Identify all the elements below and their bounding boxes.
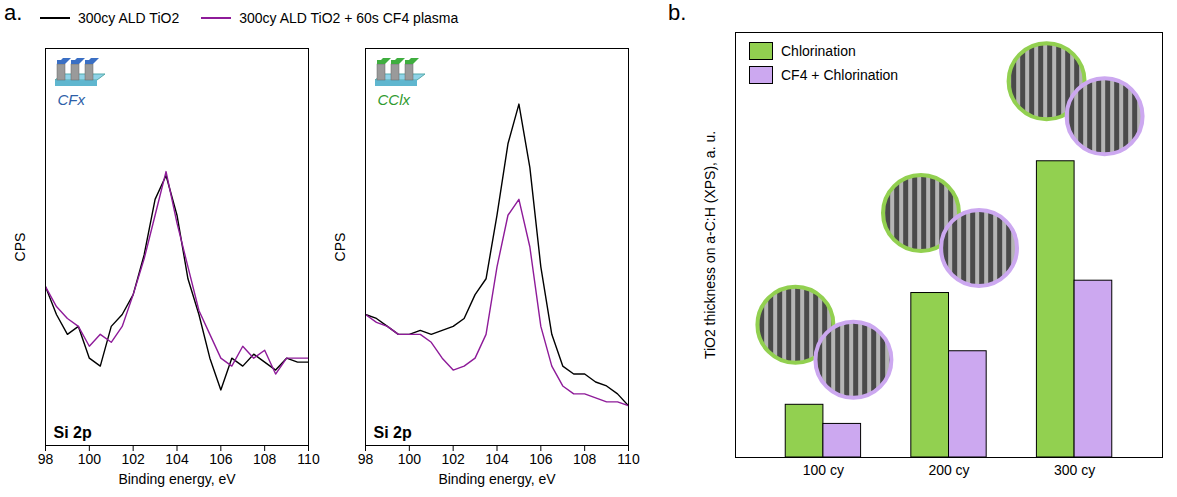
svg-text:CClx: CClx — [378, 91, 411, 108]
svg-text:102: 102 — [441, 451, 465, 467]
svg-text:CPS: CPS — [332, 233, 348, 262]
svg-text:110: 110 — [617, 451, 640, 467]
svg-text:200 cy: 200 cy — [928, 462, 969, 478]
html-text:Chlorination: Chlorination — [781, 43, 856, 59]
svg-text:100 cy: 100 cy — [803, 462, 844, 478]
svg-text:300 cy: 300 cy — [1054, 462, 1095, 478]
html-text:b.: b. — [668, 0, 687, 25]
svg-text:Binding energy, eV: Binding energy, eV — [118, 471, 236, 487]
svg-text:TiO2 thickness on a-C:H (XPS),: TiO2 thickness on a-C:H (XPS), a. u. — [702, 131, 718, 359]
svg-text:106: 106 — [529, 451, 553, 467]
svg-text:104: 104 — [165, 451, 189, 467]
svg-text:Si 2p: Si 2p — [54, 424, 92, 441]
html-text:CF4 + Chlorination: CF4 + Chlorination — [781, 67, 899, 83]
svg-text:106: 106 — [209, 451, 233, 467]
html-text:300cy ALD TiO2: 300cy ALD TiO2 — [78, 10, 180, 26]
svg-text:100: 100 — [398, 451, 422, 467]
svg-text:102: 102 — [121, 451, 145, 467]
svg-text:110: 110 — [297, 451, 320, 467]
svg-text:100: 100 — [78, 451, 102, 467]
svg-text:98: 98 — [38, 451, 54, 467]
svg-text:CPS: CPS — [12, 233, 28, 262]
html-text:300cy ALD TiO2 + 60s CF4 plasm: 300cy ALD TiO2 + 60s CF4 plasma — [239, 10, 459, 26]
svg-text:Binding energy, eV: Binding energy, eV — [438, 471, 556, 487]
svg-text:108: 108 — [573, 451, 597, 467]
svg-text:108: 108 — [253, 451, 277, 467]
html-text:a.: a. — [4, 0, 23, 25]
svg-text:98: 98 — [358, 451, 374, 467]
svg-text:CFx: CFx — [58, 91, 86, 108]
svg-text:104: 104 — [485, 451, 509, 467]
svg-text:Si 2p: Si 2p — [374, 424, 412, 441]
